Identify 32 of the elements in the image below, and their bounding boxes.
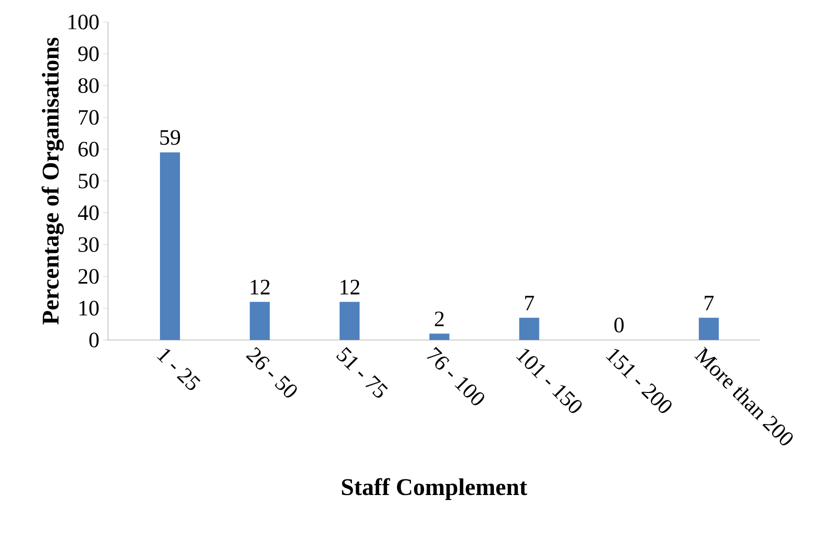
bar: [519, 318, 540, 340]
data-label: 7: [704, 296, 714, 310]
data-label: 59: [160, 130, 180, 145]
bar: [698, 318, 719, 340]
x-axis-title: Staff Complement: [342, 478, 528, 500]
y-tick-label: 40: [78, 205, 99, 220]
x-tick-label: 51 - 75: [336, 347, 388, 398]
data-label: 0: [614, 318, 624, 332]
bar: [250, 302, 270, 340]
x-tick-label: 101 - 150: [516, 348, 582, 413]
y-axis-title: Percentage of Organisations: [42, 38, 64, 324]
y-tick-label: 70: [79, 110, 99, 125]
x-tick-label: 76 - 100: [426, 346, 484, 406]
y-tick-label: 100: [68, 14, 99, 30]
data-label: 12: [250, 280, 270, 294]
y-tick-label: 0: [89, 332, 99, 348]
y-tick-label: 10: [79, 300, 99, 316]
x-tick-label: 26 - 50: [246, 347, 297, 398]
bar: [160, 152, 180, 340]
data-label: 7: [525, 296, 534, 310]
data-label: 2: [434, 312, 444, 326]
x-tick-label: 151 - 200: [606, 348, 672, 413]
data-label: 12: [340, 280, 360, 294]
x-tick-label: 1 - 25: [156, 348, 200, 390]
y-tick-label: 60: [78, 142, 99, 157]
bar: [429, 334, 450, 340]
y-tick-label: 30: [78, 237, 99, 252]
y-tick-label: 50: [78, 174, 99, 188]
bar: [340, 302, 360, 340]
y-tick-label: 20: [78, 269, 99, 284]
y-tick-label: 90: [78, 46, 99, 62]
y-tick-label: 80: [78, 78, 99, 93]
